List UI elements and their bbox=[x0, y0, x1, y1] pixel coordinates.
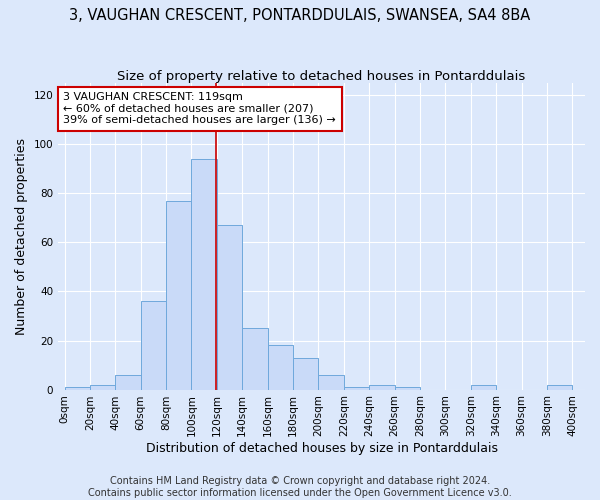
Bar bbox=[242, 328, 268, 390]
Bar bbox=[395, 387, 420, 390]
Bar bbox=[344, 387, 369, 390]
Text: 3, VAUGHAN CRESCENT, PONTARDDULAIS, SWANSEA, SA4 8BA: 3, VAUGHAN CRESCENT, PONTARDDULAIS, SWAN… bbox=[70, 8, 530, 22]
Bar bbox=[191, 159, 217, 390]
Bar bbox=[115, 375, 140, 390]
Text: 3 VAUGHAN CRESCENT: 119sqm
← 60% of detached houses are smaller (207)
39% of sem: 3 VAUGHAN CRESCENT: 119sqm ← 60% of deta… bbox=[64, 92, 336, 126]
Bar bbox=[140, 302, 166, 390]
Title: Size of property relative to detached houses in Pontarddulais: Size of property relative to detached ho… bbox=[118, 70, 526, 83]
Bar bbox=[471, 384, 496, 390]
Bar bbox=[268, 346, 293, 390]
Bar bbox=[319, 375, 344, 390]
Text: Contains HM Land Registry data © Crown copyright and database right 2024.
Contai: Contains HM Land Registry data © Crown c… bbox=[88, 476, 512, 498]
Bar bbox=[369, 384, 395, 390]
Bar bbox=[166, 200, 191, 390]
Bar bbox=[547, 384, 572, 390]
Bar bbox=[90, 384, 115, 390]
Y-axis label: Number of detached properties: Number of detached properties bbox=[15, 138, 28, 335]
Bar bbox=[65, 387, 90, 390]
X-axis label: Distribution of detached houses by size in Pontarddulais: Distribution of detached houses by size … bbox=[146, 442, 497, 455]
Bar bbox=[293, 358, 319, 390]
Bar bbox=[217, 226, 242, 390]
